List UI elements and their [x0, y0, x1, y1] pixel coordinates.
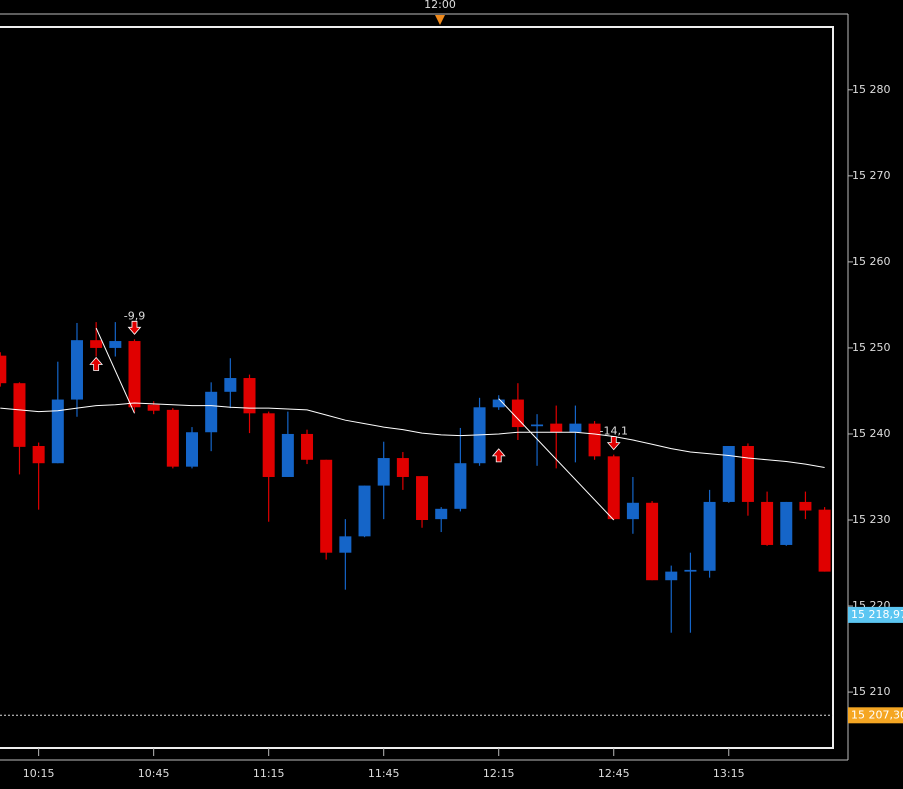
y-tick-label: 15 210 — [852, 685, 891, 698]
x-tick-label: 13:15 — [713, 767, 745, 780]
candle-body — [761, 501, 774, 545]
y-tick-label: 15 230 — [852, 513, 891, 526]
candle-body — [166, 409, 179, 467]
y-tick-label: 15 270 — [852, 169, 891, 182]
x-tick-label: 11:45 — [368, 767, 400, 780]
candle-body — [13, 383, 26, 447]
x-tick-label: 12:15 — [483, 767, 515, 780]
candle-body — [531, 424, 544, 427]
candle-body — [818, 509, 831, 572]
candle-body — [186, 432, 198, 467]
price-label: 15 207,30 — [851, 708, 903, 721]
y-tick-label: 15 250 — [852, 341, 891, 354]
candle-body — [90, 340, 103, 348]
candle-body — [684, 569, 697, 572]
candle-body — [147, 404, 160, 411]
candle-body — [320, 459, 333, 553]
plot-border — [0, 26, 834, 749]
candle-body — [588, 423, 601, 457]
time-marker — [435, 15, 445, 25]
candle-body — [416, 476, 429, 520]
candle-body — [205, 391, 218, 433]
candle-body — [550, 423, 563, 433]
y-tick-label: 15 240 — [852, 427, 891, 440]
candle-body — [607, 456, 620, 520]
plot-area — [0, 320, 831, 633]
sell-arrow — [127, 320, 142, 335]
sell-arrow — [606, 436, 621, 451]
price-label-box — [848, 606, 903, 623]
candle-body — [511, 399, 524, 428]
candle-body — [780, 501, 793, 545]
candle-body — [626, 502, 639, 520]
candle-body — [339, 536, 352, 553]
x-tick-label: 11:15 — [253, 767, 285, 780]
candle-body — [435, 508, 448, 520]
x-tick-label: 10:45 — [138, 767, 170, 780]
candle-body — [358, 485, 371, 537]
trade-line — [95, 327, 135, 414]
buy-arrow — [491, 448, 506, 463]
candle-body — [243, 378, 256, 414]
candle-body — [281, 433, 294, 477]
moving-average — [0, 402, 825, 469]
candle-body — [492, 399, 505, 408]
price-label-box — [848, 707, 903, 724]
candle-body — [741, 446, 754, 502]
candle-body — [646, 502, 659, 581]
candle-body — [109, 341, 122, 348]
y-tick-label: 15 280 — [852, 83, 891, 96]
trade-result: -14,1 — [600, 425, 628, 438]
trade-result: -9,9 — [124, 309, 145, 322]
candle-body — [0, 355, 7, 384]
candle-body — [32, 446, 45, 464]
candle-body — [262, 413, 275, 477]
candle-body — [703, 501, 716, 571]
candle-body — [224, 378, 237, 392]
x-tick-label: 12:45 — [598, 767, 630, 780]
candle-body — [454, 463, 467, 509]
y-tick-label: 15 260 — [852, 255, 891, 268]
candle-body — [799, 501, 812, 511]
time-marker-label: 12:00 — [424, 0, 456, 11]
x-tick-label: 10:15 — [23, 767, 55, 780]
candle-body — [301, 433, 314, 460]
candle-body — [722, 446, 735, 502]
candle-body — [51, 399, 64, 464]
candle-body — [569, 423, 582, 433]
candle-body — [396, 458, 409, 477]
candle-body — [70, 340, 83, 400]
candle-body — [665, 571, 678, 581]
trade-line — [498, 398, 615, 521]
candle-body — [377, 458, 390, 486]
candle-body — [128, 341, 141, 408]
price-label: 15 218,97 — [851, 608, 903, 621]
buy-arrow — [89, 356, 104, 371]
